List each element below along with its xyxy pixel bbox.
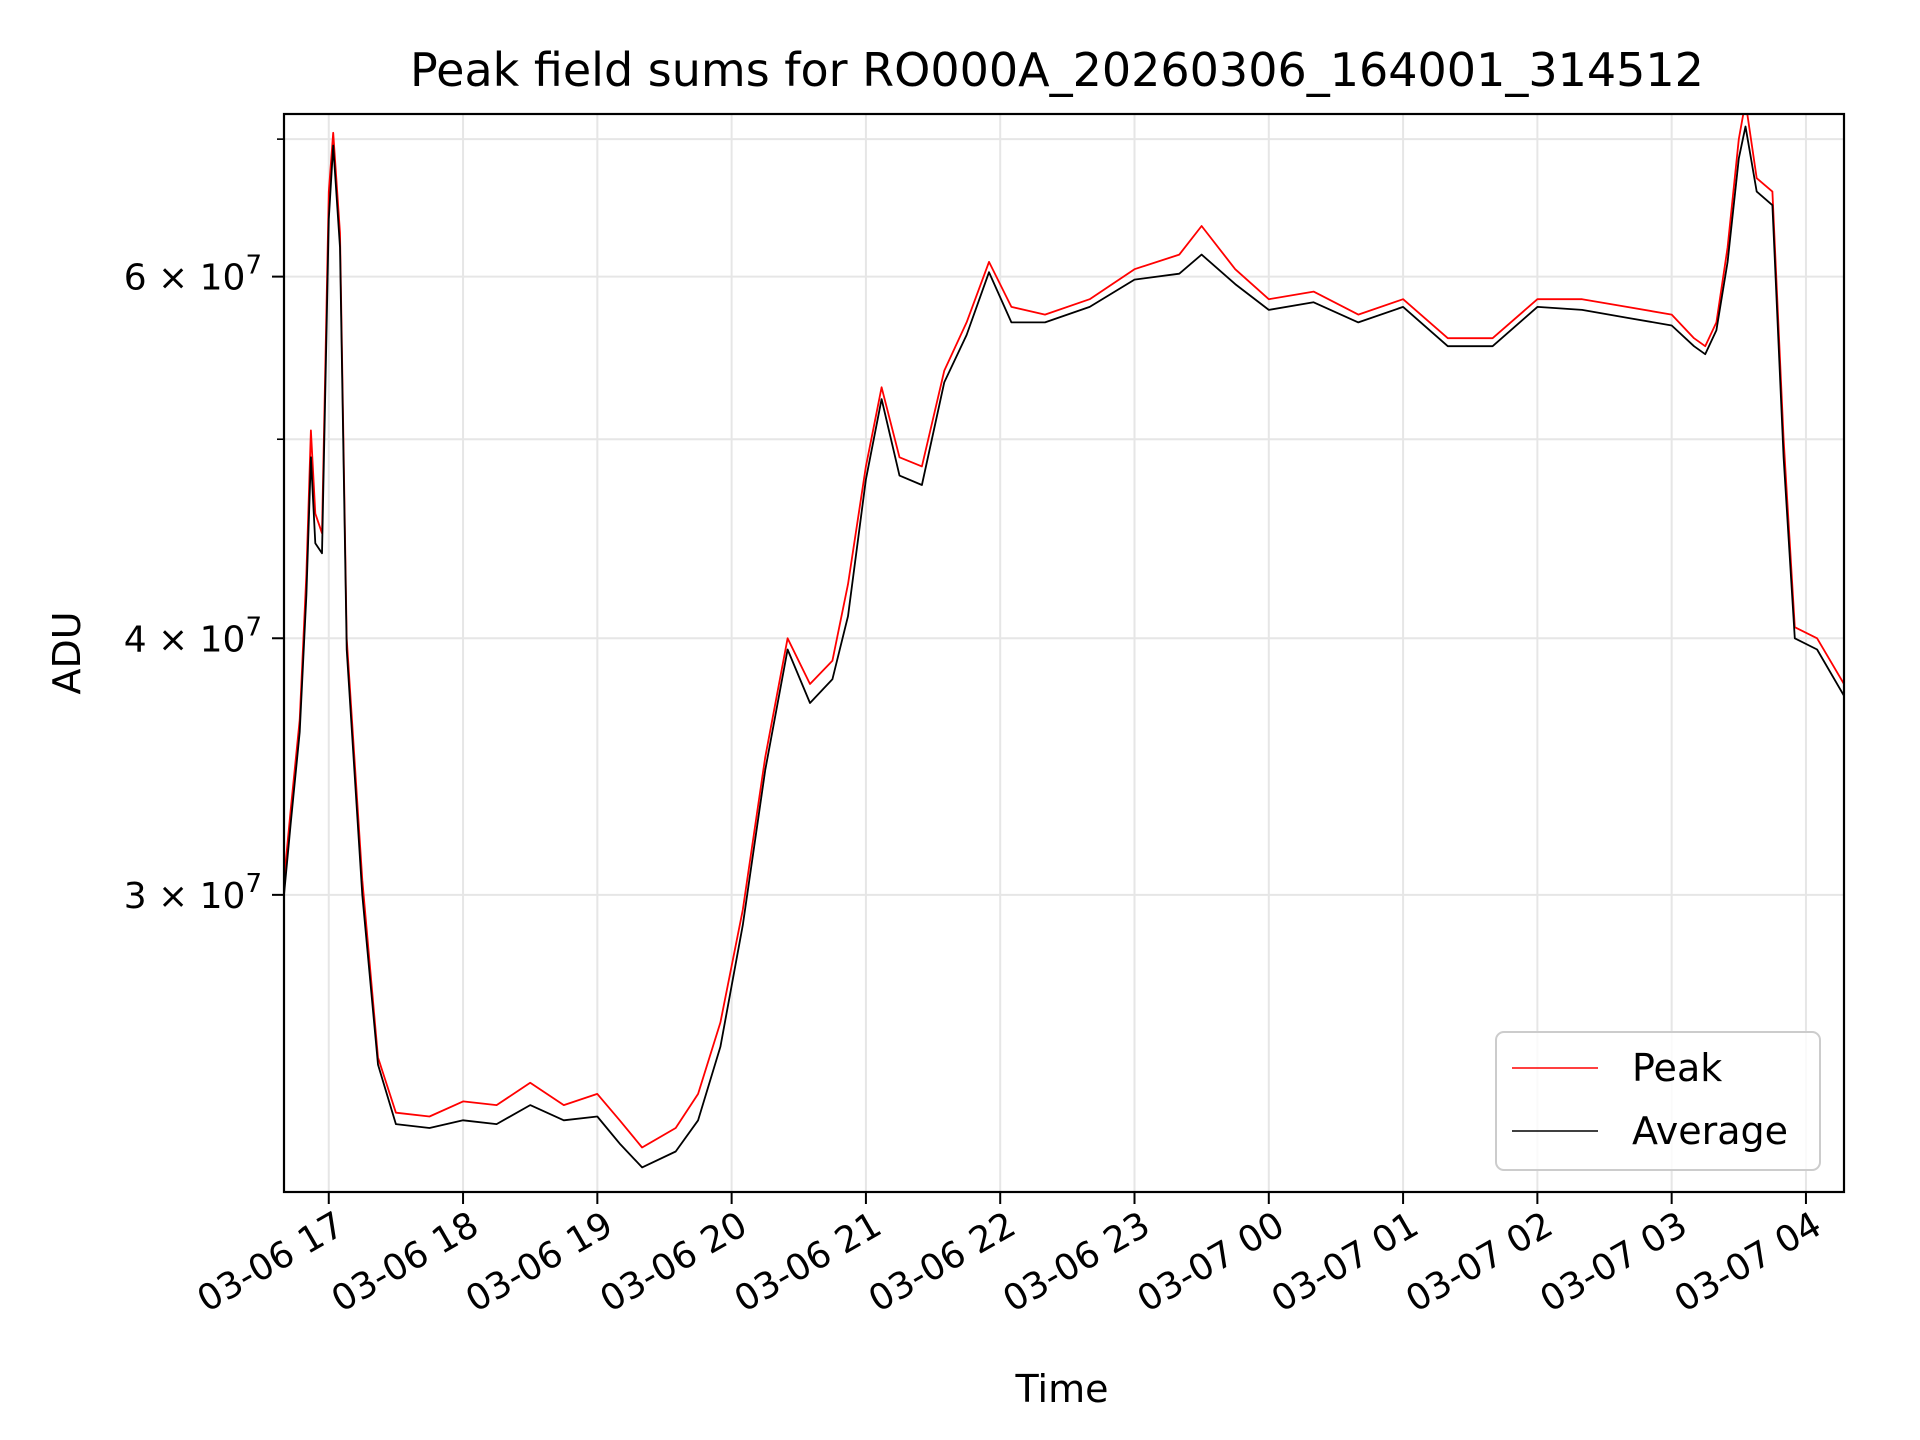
chart-title: Peak field sums for RO000A_20260306_1640… [410, 43, 1704, 97]
legend-box [1495, 1031, 1821, 1171]
grid-layer [284, 114, 1844, 1192]
y-axis: 3 × 107 4 × 107 6 × 107 [124, 138, 284, 917]
plot-frame [282, 112, 1846, 1194]
plot-area [284, 114, 1844, 1169]
legend: Peak Average [1495, 1031, 1821, 1171]
legend-label-average: Average [1632, 1109, 1788, 1153]
y-tick-label: 3 × 107 [124, 869, 262, 917]
series-line-average [284, 125, 1844, 1169]
y-axis-label: ADU [45, 611, 89, 694]
y-tick-label: 6 × 107 [124, 251, 262, 299]
y-tick-label: 4 × 107 [124, 612, 262, 660]
legend-label-peak: Peak [1632, 1046, 1722, 1090]
series-layer [284, 114, 1844, 1169]
x-axis-label: Time [1015, 1367, 1109, 1411]
series-line-peak [284, 114, 1844, 1149]
